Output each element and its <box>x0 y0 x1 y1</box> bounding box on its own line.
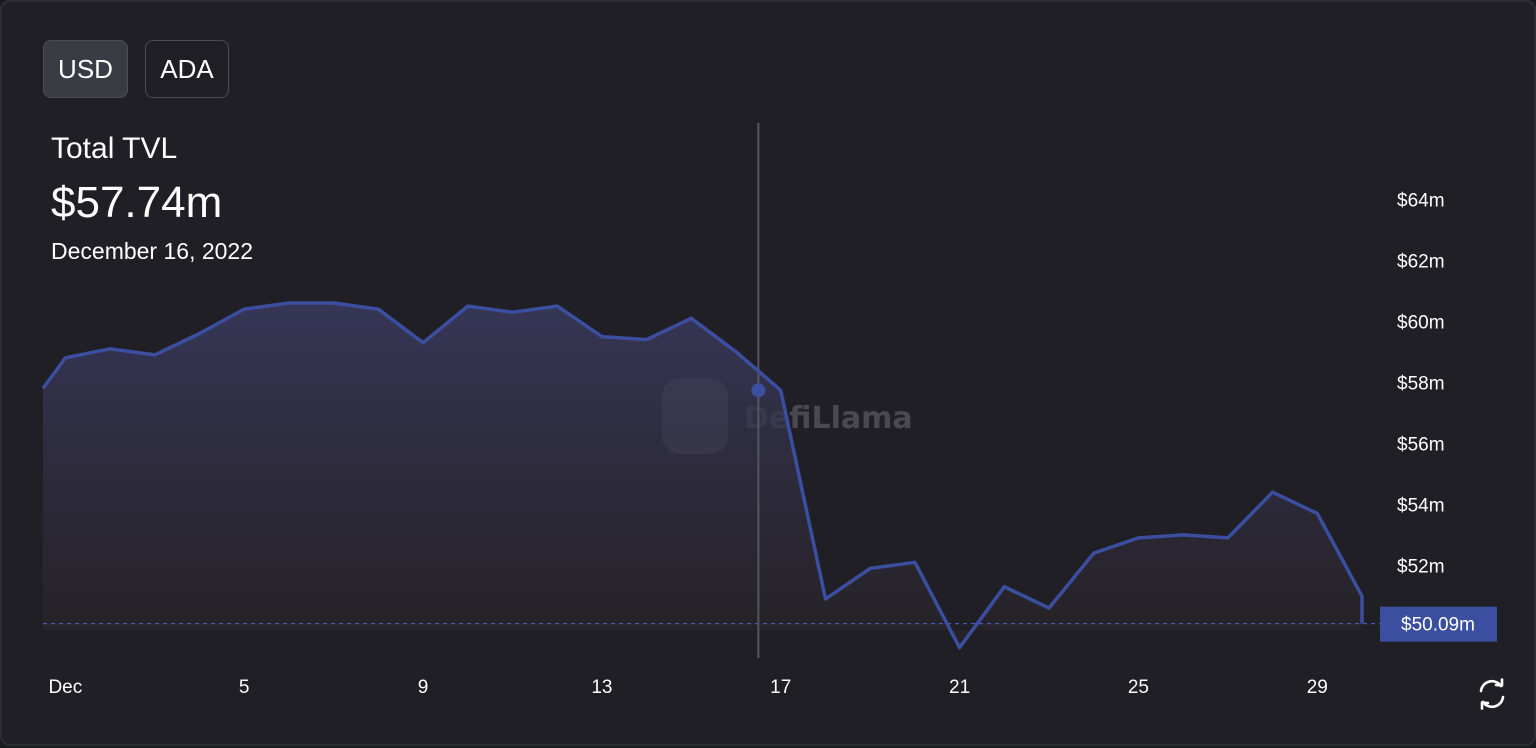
x-tick-label: 9 <box>418 677 429 698</box>
x-tick-label: 25 <box>1128 677 1149 698</box>
x-tick-label: 5 <box>239 677 250 698</box>
last-value-label: $50.09m <box>1401 615 1475 636</box>
last-value-tag <box>1380 606 1497 642</box>
x-tick-label: 17 <box>770 677 791 698</box>
tvl-series-line <box>41 301 1364 650</box>
x-tick-label: 13 <box>591 677 612 698</box>
tvl-area <box>43 303 1362 648</box>
y-tick-label: $56m <box>1397 434 1445 455</box>
refresh-icon[interactable] <box>1474 676 1510 712</box>
ada-toggle-button[interactable]: ADA <box>145 40 229 98</box>
y-tick-label: $62m <box>1397 251 1445 272</box>
y-tick-label: $58m <box>1397 373 1445 394</box>
highlight-point <box>751 383 766 398</box>
y-tick-label: $60m <box>1397 312 1445 333</box>
metric-value: $57.74m <box>51 178 223 227</box>
y-tick-label: $52m <box>1397 556 1445 577</box>
y-tick-label: $64m <box>1397 190 1445 211</box>
usd-toggle-button[interactable]: USD <box>43 40 128 98</box>
x-tick-label: 29 <box>1307 677 1328 698</box>
y-tick-label: $54m <box>1397 495 1445 516</box>
metric-date: December 16, 2022 <box>51 238 254 264</box>
x-tick-label: 21 <box>949 677 970 698</box>
metric-label: Total TVL <box>51 132 178 165</box>
x-tick-label: Dec <box>48 677 82 698</box>
